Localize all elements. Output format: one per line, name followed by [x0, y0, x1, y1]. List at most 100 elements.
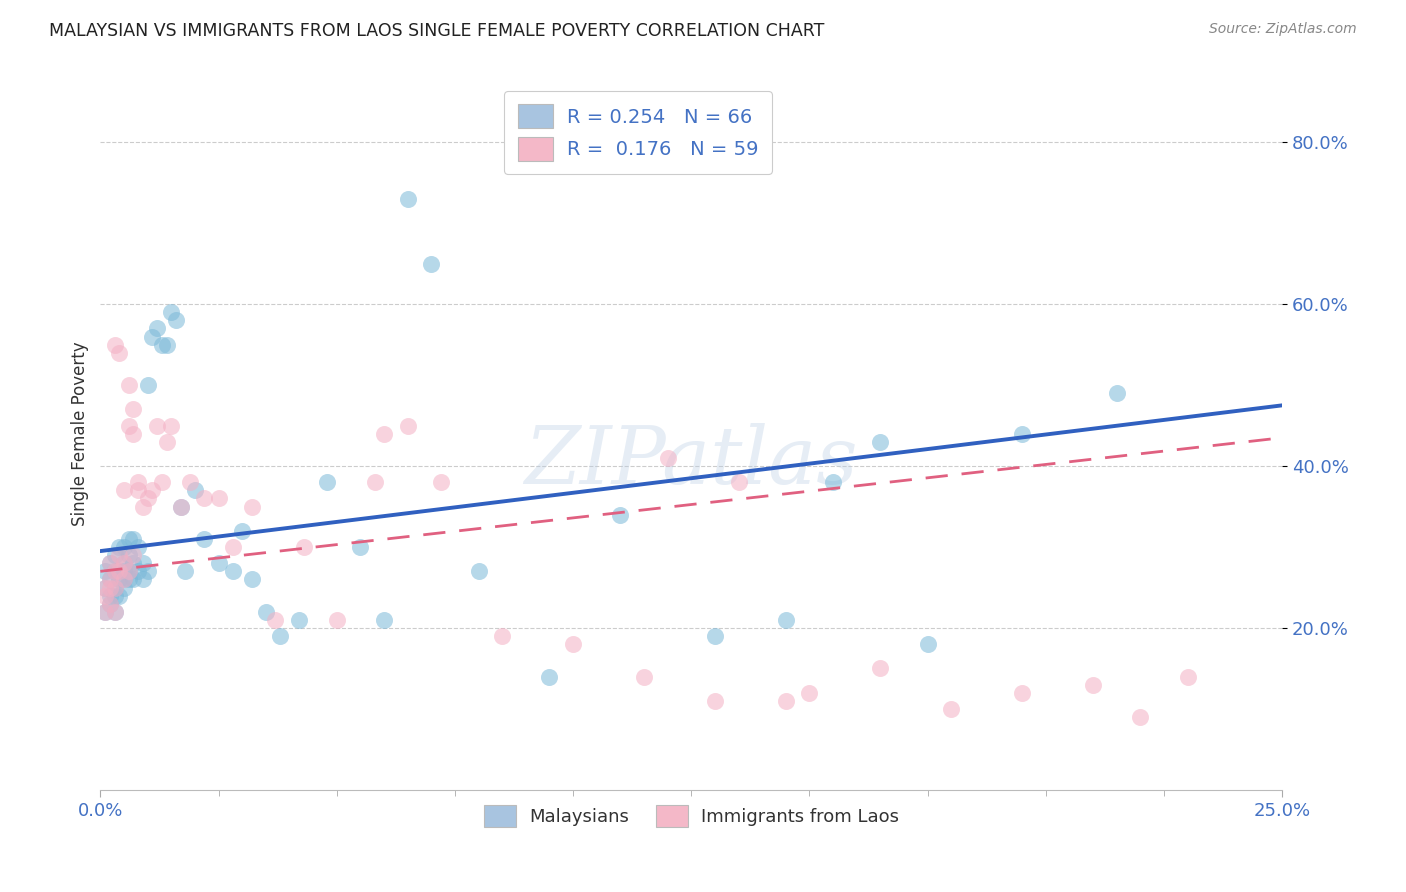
Point	[94, 605, 117, 619]
Point	[396, 418, 419, 433]
Point	[316, 475, 339, 490]
Point	[141, 329, 163, 343]
Point	[633, 669, 655, 683]
Point	[373, 426, 395, 441]
Point	[132, 500, 155, 514]
Point	[127, 540, 149, 554]
Point	[112, 573, 135, 587]
Point	[127, 475, 149, 490]
Point	[94, 589, 117, 603]
Point	[112, 564, 135, 578]
Point	[112, 483, 135, 498]
Text: ZIPatlas: ZIPatlas	[524, 424, 858, 501]
Point	[122, 573, 145, 587]
Point	[775, 613, 797, 627]
Point	[1177, 669, 1199, 683]
Point	[264, 613, 287, 627]
Point	[127, 564, 149, 578]
Point	[727, 475, 749, 490]
Point	[222, 540, 245, 554]
Point	[118, 418, 141, 433]
Point	[103, 605, 125, 619]
Point	[118, 573, 141, 587]
Point	[155, 337, 177, 351]
Point	[703, 694, 725, 708]
Point	[467, 564, 489, 578]
Point	[103, 564, 125, 578]
Point	[103, 548, 125, 562]
Text: MALAYSIAN VS IMMIGRANTS FROM LAOS SINGLE FEMALE POVERTY CORRELATION CHART: MALAYSIAN VS IMMIGRANTS FROM LAOS SINGLE…	[49, 22, 824, 40]
Point	[108, 589, 131, 603]
Point	[103, 605, 125, 619]
Point	[222, 564, 245, 578]
Point	[94, 581, 117, 595]
Point	[136, 378, 159, 392]
Point	[98, 556, 121, 570]
Point	[103, 564, 125, 578]
Point	[108, 564, 131, 578]
Point	[292, 540, 315, 554]
Point	[136, 491, 159, 506]
Point	[118, 564, 141, 578]
Point	[103, 581, 125, 595]
Point	[240, 573, 263, 587]
Point	[207, 491, 229, 506]
Point	[869, 434, 891, 449]
Point	[1011, 426, 1033, 441]
Point	[118, 378, 141, 392]
Point	[429, 475, 451, 490]
Point	[112, 540, 135, 554]
Point	[703, 629, 725, 643]
Point	[254, 605, 277, 619]
Point	[170, 500, 193, 514]
Point	[108, 564, 131, 578]
Point	[98, 581, 121, 595]
Point	[160, 418, 183, 433]
Point	[1011, 686, 1033, 700]
Point	[179, 475, 201, 490]
Point	[165, 313, 187, 327]
Point	[122, 556, 145, 570]
Point	[98, 589, 121, 603]
Point	[112, 581, 135, 595]
Point	[150, 337, 173, 351]
Point	[288, 613, 311, 627]
Point	[775, 694, 797, 708]
Point	[538, 669, 561, 683]
Point	[94, 605, 117, 619]
Point	[609, 508, 631, 522]
Point	[98, 556, 121, 570]
Point	[1129, 710, 1152, 724]
Point	[150, 475, 173, 490]
Point	[108, 345, 131, 359]
Point	[1105, 386, 1128, 401]
Point	[98, 573, 121, 587]
Point	[823, 475, 845, 490]
Point	[562, 637, 585, 651]
Point	[917, 637, 939, 651]
Point	[122, 402, 145, 417]
Point	[373, 613, 395, 627]
Point	[108, 540, 131, 554]
Point	[108, 548, 131, 562]
Point	[160, 305, 183, 319]
Point	[94, 564, 117, 578]
Point	[108, 573, 131, 587]
Point	[118, 532, 141, 546]
Y-axis label: Single Female Poverty: Single Female Poverty	[72, 342, 89, 526]
Point	[118, 548, 141, 562]
Point	[146, 321, 169, 335]
Point	[240, 500, 263, 514]
Point	[122, 426, 145, 441]
Point	[98, 597, 121, 611]
Point	[94, 581, 117, 595]
Point	[193, 491, 215, 506]
Point	[122, 548, 145, 562]
Point	[136, 564, 159, 578]
Point	[363, 475, 385, 490]
Point	[657, 450, 679, 465]
Point	[396, 192, 419, 206]
Point	[170, 500, 193, 514]
Point	[141, 483, 163, 498]
Point	[103, 337, 125, 351]
